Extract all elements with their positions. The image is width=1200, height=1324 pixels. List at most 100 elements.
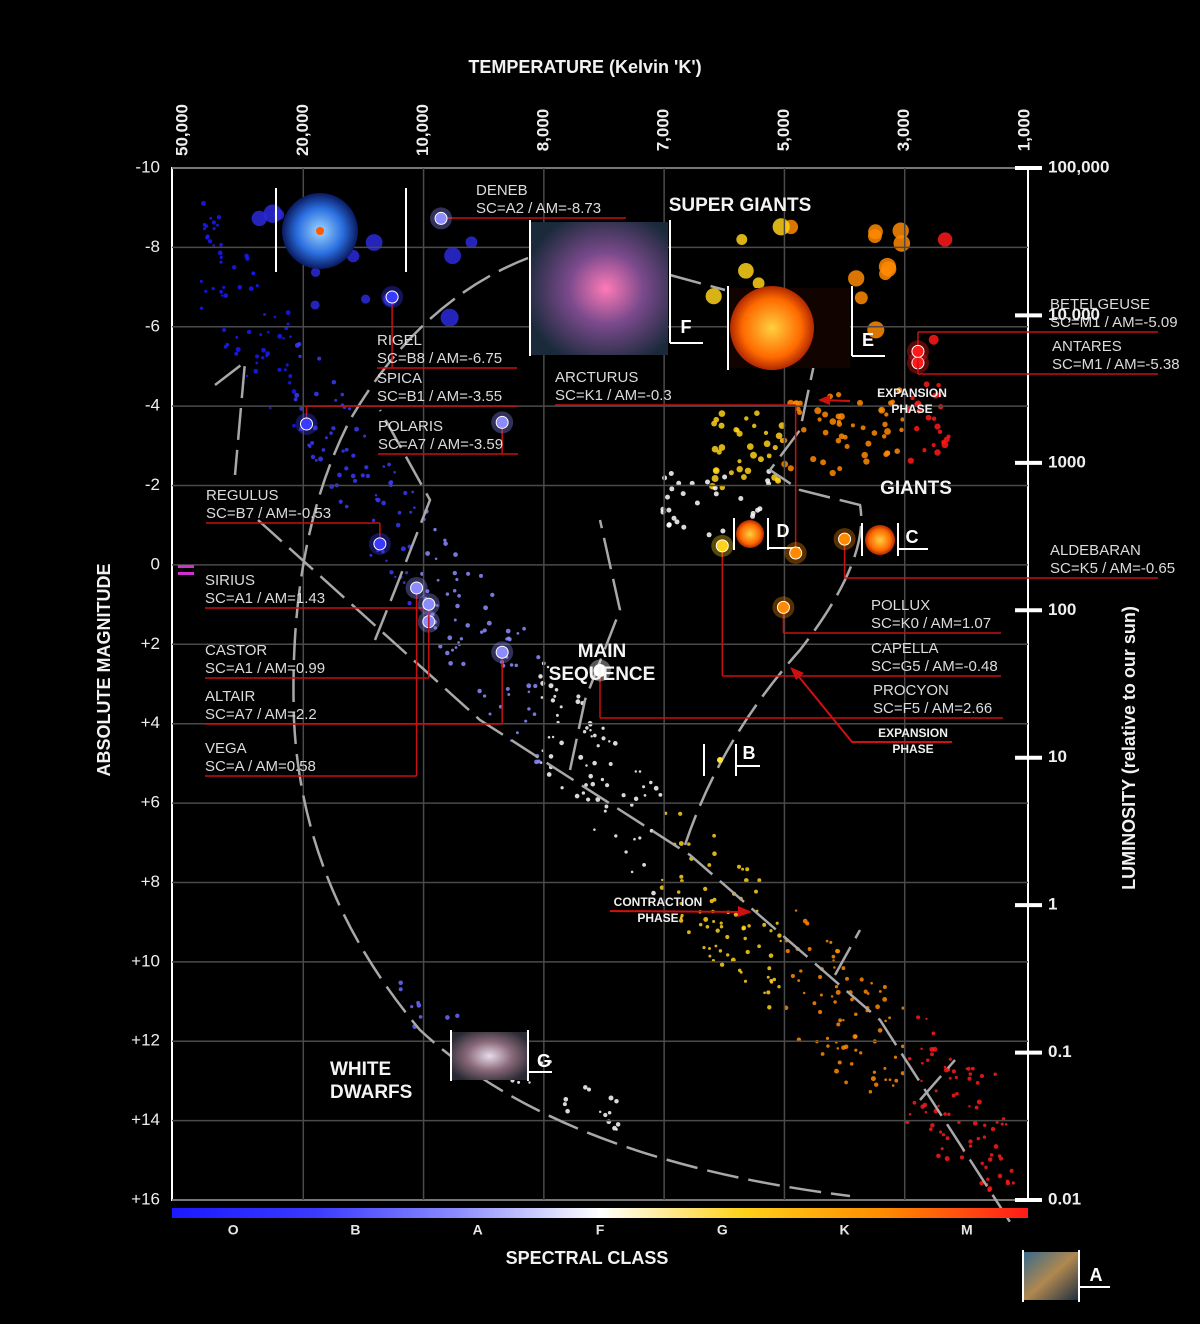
background-star xyxy=(219,242,223,247)
background-star xyxy=(506,636,511,640)
background-star xyxy=(666,522,672,528)
background-star xyxy=(865,440,872,447)
background-star xyxy=(314,391,319,397)
background-star xyxy=(430,612,435,617)
background-star xyxy=(886,450,891,455)
background-star xyxy=(844,1080,848,1085)
background-star xyxy=(293,397,298,402)
background-star xyxy=(799,969,803,973)
background-star xyxy=(211,286,215,291)
y-tick-label: +14 xyxy=(131,1110,160,1129)
background-star xyxy=(409,510,413,514)
x-tick-label: M xyxy=(961,1222,973,1238)
background-star xyxy=(878,406,886,414)
background-star xyxy=(818,974,823,980)
background-star xyxy=(277,333,283,339)
background-star xyxy=(900,1044,905,1049)
background-star xyxy=(750,510,756,516)
background-star xyxy=(540,696,544,699)
background-star xyxy=(374,493,378,497)
background-star xyxy=(768,953,774,958)
background-star xyxy=(871,430,878,436)
background-star xyxy=(957,1120,961,1125)
background-star xyxy=(205,234,210,239)
stage-label: F xyxy=(681,317,692,337)
background-star xyxy=(931,1031,936,1036)
background-star xyxy=(967,1076,972,1081)
background-star xyxy=(298,354,302,359)
background-star xyxy=(653,785,659,791)
background-star xyxy=(741,926,746,931)
star-name: DENEB xyxy=(476,182,528,199)
background-star xyxy=(201,200,206,206)
star xyxy=(422,597,436,611)
background-star xyxy=(255,354,260,359)
track xyxy=(373,409,432,641)
background-star xyxy=(856,399,864,407)
star-label: SC=K5 / AM=-0.65 xyxy=(1050,560,1175,577)
background-star xyxy=(601,736,606,741)
background-star xyxy=(600,777,605,782)
background-star xyxy=(671,515,677,521)
background-star xyxy=(454,646,458,649)
star-label: SC=A7 / AM=2.2 xyxy=(205,706,317,723)
background-star xyxy=(633,837,636,841)
background-star xyxy=(884,428,891,435)
background-star xyxy=(465,236,478,249)
background-star xyxy=(344,447,349,452)
background-star xyxy=(204,224,209,228)
background-star xyxy=(719,921,723,925)
background-star xyxy=(411,490,415,494)
background-star xyxy=(457,593,461,598)
background-star xyxy=(689,480,695,486)
background-star xyxy=(771,474,778,481)
background-star xyxy=(546,772,552,777)
background-star xyxy=(733,427,739,433)
background-star xyxy=(608,740,611,743)
stage-label: B xyxy=(743,743,756,763)
background-star xyxy=(589,729,592,732)
background-star xyxy=(450,648,455,652)
background-star xyxy=(866,992,870,995)
background-star xyxy=(836,1047,840,1050)
star-label: SC=K0 / AM=1.07 xyxy=(871,615,991,632)
background-star xyxy=(801,427,807,433)
background-star xyxy=(819,993,823,997)
background-star xyxy=(882,985,887,989)
background-star xyxy=(754,410,760,416)
background-star xyxy=(285,310,291,316)
star-label: SC=B7 / AM=-0.53 xyxy=(206,505,331,522)
background-star xyxy=(687,930,691,935)
background-star xyxy=(930,1123,935,1128)
background-star xyxy=(861,451,868,459)
background-star xyxy=(630,870,634,874)
background-star xyxy=(219,255,223,260)
background-star xyxy=(707,863,712,867)
background-star xyxy=(581,791,586,795)
background-star xyxy=(216,215,222,220)
star-label: SC=M1 / AM=-5.09 xyxy=(1050,314,1178,331)
star-name: ALTAIR xyxy=(205,688,255,705)
background-star xyxy=(624,850,628,854)
background-star xyxy=(465,623,470,628)
background-star xyxy=(548,1059,552,1064)
background-star xyxy=(859,977,864,982)
phase-label: EXPANSION xyxy=(878,726,948,740)
background-star xyxy=(235,335,239,339)
background-star xyxy=(698,922,703,927)
background-star xyxy=(425,589,430,594)
background-star xyxy=(592,760,597,766)
background-star xyxy=(995,1120,999,1124)
background-star xyxy=(914,425,920,432)
background-star xyxy=(765,478,771,484)
background-star xyxy=(910,395,915,401)
background-star xyxy=(715,928,720,933)
phase-label: EXPANSION xyxy=(877,386,947,400)
background-star xyxy=(490,592,495,598)
background-star xyxy=(831,954,836,959)
region-label: SEQUENCE xyxy=(549,664,656,685)
y-axis-title: ABSOLUTE MAGNITUDE xyxy=(94,564,114,777)
background-star xyxy=(767,966,772,971)
star-name: BETELGEUSE xyxy=(1050,296,1150,313)
star-name: PROCYON xyxy=(873,682,949,699)
